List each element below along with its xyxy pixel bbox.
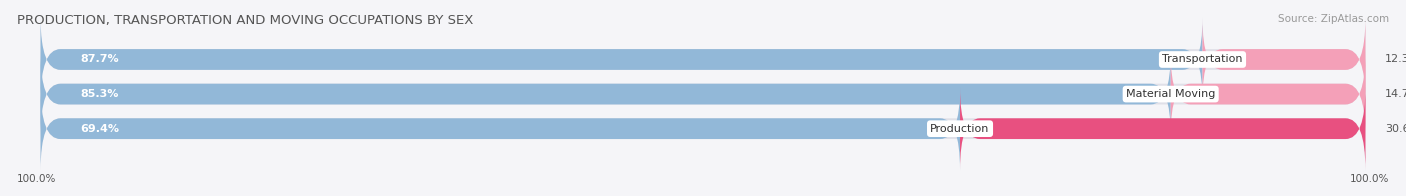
Text: Source: ZipAtlas.com: Source: ZipAtlas.com: [1278, 14, 1389, 24]
FancyBboxPatch shape: [1171, 53, 1365, 136]
FancyBboxPatch shape: [41, 18, 1365, 101]
Text: 12.3%: 12.3%: [1385, 54, 1406, 64]
Text: Transportation: Transportation: [1163, 54, 1243, 64]
Text: 69.4%: 69.4%: [80, 124, 120, 134]
Text: 87.7%: 87.7%: [80, 54, 120, 64]
FancyBboxPatch shape: [960, 87, 1365, 170]
FancyBboxPatch shape: [41, 53, 1171, 136]
Text: Material Moving: Material Moving: [1126, 89, 1215, 99]
FancyBboxPatch shape: [41, 87, 1365, 170]
FancyBboxPatch shape: [41, 18, 1202, 101]
Text: 85.3%: 85.3%: [80, 89, 118, 99]
FancyBboxPatch shape: [1202, 18, 1365, 101]
Text: Production: Production: [931, 124, 990, 134]
Text: 100.0%: 100.0%: [17, 174, 56, 184]
FancyBboxPatch shape: [41, 87, 960, 170]
Text: 30.6%: 30.6%: [1385, 124, 1406, 134]
Text: 100.0%: 100.0%: [1350, 174, 1389, 184]
Text: PRODUCTION, TRANSPORTATION AND MOVING OCCUPATIONS BY SEX: PRODUCTION, TRANSPORTATION AND MOVING OC…: [17, 14, 474, 27]
Text: 14.7%: 14.7%: [1385, 89, 1406, 99]
Legend: Male, Female: Male, Female: [647, 193, 759, 196]
FancyBboxPatch shape: [41, 53, 1365, 136]
